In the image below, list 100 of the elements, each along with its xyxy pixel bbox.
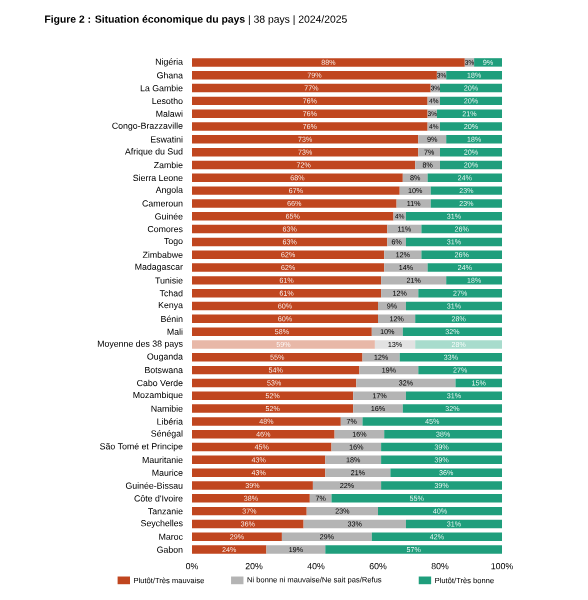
bar <box>427 263 503 272</box>
bar <box>192 404 354 413</box>
bar <box>192 147 419 157</box>
bar <box>192 58 465 67</box>
bar <box>381 442 503 452</box>
bar <box>192 455 326 465</box>
bar <box>446 135 503 144</box>
bar <box>192 391 354 400</box>
bar <box>415 340 503 349</box>
bar <box>405 519 503 529</box>
bar <box>192 71 437 80</box>
bar <box>192 122 428 131</box>
bar <box>192 378 357 388</box>
bar <box>390 468 503 477</box>
bar <box>192 314 378 324</box>
bar <box>192 519 304 529</box>
bar <box>384 263 428 272</box>
bar <box>446 71 503 80</box>
bar <box>331 494 503 503</box>
bar <box>421 224 503 234</box>
bar <box>192 481 313 490</box>
bar <box>281 532 372 542</box>
bar <box>405 212 503 221</box>
bar <box>381 481 503 490</box>
bar <box>418 147 440 157</box>
bar <box>192 494 310 503</box>
bar <box>340 417 363 426</box>
bar <box>440 83 503 93</box>
bar <box>359 365 419 375</box>
bar <box>303 519 406 529</box>
bar <box>192 83 431 93</box>
bar <box>192 301 378 311</box>
bar <box>192 109 428 118</box>
bar <box>381 455 503 465</box>
bar <box>325 455 382 465</box>
bar <box>192 199 397 208</box>
bar <box>312 481 382 490</box>
bar <box>405 391 503 400</box>
bar <box>353 404 403 413</box>
bar <box>192 212 394 221</box>
bar <box>402 327 503 336</box>
bar <box>446 276 503 285</box>
bar <box>440 96 503 106</box>
bar <box>192 160 416 170</box>
bar <box>325 545 503 554</box>
bar <box>427 173 503 183</box>
bar <box>192 263 385 272</box>
bar <box>353 391 406 400</box>
bar <box>430 199 503 208</box>
bar <box>474 58 503 67</box>
bar <box>440 147 503 157</box>
bar <box>266 545 326 554</box>
bar <box>418 135 447 144</box>
bar <box>192 96 428 106</box>
bar <box>436 109 503 118</box>
bar <box>192 442 332 452</box>
bar <box>192 365 360 375</box>
bar <box>192 417 341 426</box>
bar <box>192 468 326 477</box>
bar <box>381 276 447 285</box>
bar <box>192 237 388 247</box>
bar <box>192 276 382 285</box>
bar <box>430 186 503 195</box>
bar <box>405 237 503 247</box>
bar <box>192 224 388 234</box>
bar <box>421 250 503 259</box>
bar <box>192 353 363 362</box>
bar <box>192 173 403 183</box>
bar <box>356 378 456 388</box>
bar <box>192 545 267 554</box>
bar <box>192 506 307 516</box>
bar <box>399 186 431 195</box>
bar <box>405 301 503 311</box>
bar <box>402 404 503 413</box>
bar <box>399 353 503 362</box>
bar <box>418 288 503 298</box>
bar <box>440 160 503 170</box>
bar <box>192 340 375 349</box>
bar <box>378 506 503 516</box>
bar <box>371 532 503 542</box>
bar <box>362 353 400 362</box>
bar <box>374 340 416 349</box>
bar <box>440 122 503 131</box>
bar <box>192 532 282 542</box>
bar <box>396 199 431 208</box>
bar <box>384 429 503 439</box>
bar <box>362 417 503 426</box>
bar <box>192 250 385 259</box>
bar <box>325 468 391 477</box>
bar <box>192 288 382 298</box>
bar <box>309 494 332 503</box>
bar <box>192 186 400 195</box>
bar <box>371 327 403 336</box>
bar <box>418 365 503 375</box>
bar <box>192 327 372 336</box>
bar <box>384 250 422 259</box>
bar <box>415 314 503 324</box>
bar <box>192 429 335 439</box>
bar <box>192 135 419 144</box>
bar <box>306 506 378 516</box>
